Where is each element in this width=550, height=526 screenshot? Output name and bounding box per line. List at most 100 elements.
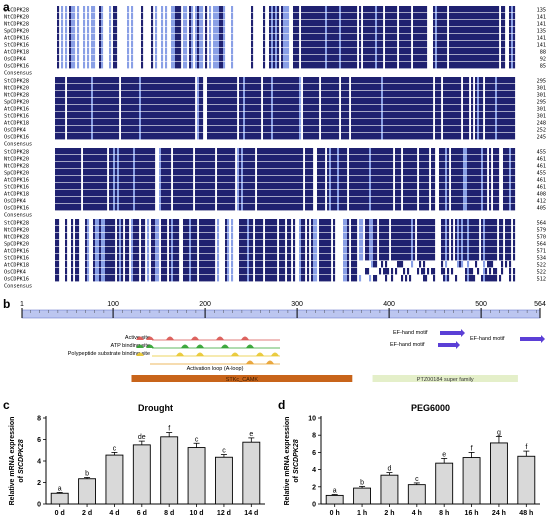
sequence-name: SpCDPK20	[4, 29, 29, 35]
tick-label: 1	[20, 301, 24, 308]
bar	[105, 454, 124, 505]
tick-label: 500	[475, 301, 487, 308]
sequence-name: SpCDPK20	[4, 100, 29, 106]
panel-letter-c: c	[3, 398, 10, 412]
site-marker	[196, 344, 204, 348]
y-tick-label: 10	[308, 416, 316, 423]
significance-letter: f	[471, 445, 473, 452]
sequence-end-position: 245	[537, 135, 546, 141]
y-axis-label-prefix: of	[293, 474, 300, 483]
sequence-end-position: 141	[537, 15, 546, 21]
sequence-name: StCDPK16	[4, 256, 29, 262]
sequence-end-position: 412	[537, 199, 546, 205]
sequence-end-position: 85	[540, 64, 546, 70]
sequence-name: AtCDPK18	[4, 50, 29, 56]
alignment-block: StCDPK28 135 NtCDPK20 141 NtCDPK28 141 SpCDPK2…	[4, 6, 546, 77]
sequence-end-position: 141	[537, 43, 546, 49]
site-marker	[256, 352, 264, 356]
sequence-end-position: 408	[537, 192, 546, 198]
x-tick-label: 1 h	[357, 510, 367, 517]
x-tick-label: 24 h	[492, 510, 506, 517]
bar	[517, 455, 536, 505]
bar	[242, 441, 261, 505]
y-axis-label-gene-name: StCDPK28	[293, 439, 300, 474]
sequence-end-position: 461	[537, 178, 546, 184]
sequence-name: OsCDPK4	[4, 57, 26, 63]
sequence-name: AtCDPK16	[4, 178, 29, 184]
panel-letter-a: a	[3, 0, 10, 14]
y-tick-label: 8	[37, 416, 41, 423]
chart-title: Drought	[138, 403, 173, 413]
panel-letter-b: b	[3, 297, 11, 311]
significance-letter: a	[333, 488, 337, 495]
sequence-name: AtCDPK18	[4, 263, 29, 269]
super-family-label: PTZ00184 super family	[417, 377, 474, 383]
y-axis-label: Relative mRNA expression	[284, 417, 291, 506]
significance-letter: c	[222, 448, 226, 455]
sequence-name: OsCDPK16	[4, 135, 29, 141]
sequence-end-position: 522	[537, 270, 546, 276]
kinase-domain-bar	[131, 375, 353, 382]
sequence-name: AtCDPK16	[4, 107, 29, 113]
sequence-name: AtCDPK18	[4, 192, 29, 198]
sequence-end-position: 579	[537, 228, 546, 234]
sequence-name: NtCDPK28	[4, 22, 29, 28]
site-marker	[136, 336, 144, 340]
significance-letter: c	[113, 445, 117, 452]
sequence-end-position: 455	[537, 150, 546, 156]
sequence-end-position: 461	[537, 157, 546, 163]
super-family-bar	[372, 375, 518, 382]
site-marker	[216, 336, 224, 340]
sequence-name: SpCDPK20	[4, 242, 29, 248]
ef-hand-arrow	[440, 329, 465, 337]
significance-letter: b	[360, 479, 364, 486]
sequence-name: NtCDPK28	[4, 93, 29, 99]
sequence-name: StCDPK28	[4, 79, 29, 85]
significance-letter: de	[138, 434, 146, 441]
sequence-name: OsCDPK16	[4, 206, 29, 212]
x-tick-label: 16 h	[465, 510, 479, 517]
bar	[380, 474, 399, 505]
sequence-name: StCDPK28	[4, 221, 29, 227]
significance-letter: e	[442, 451, 446, 458]
x-tick-label: 48 h	[519, 510, 533, 517]
y-tick-label: 2	[312, 484, 316, 491]
x-tick-label: 8 h	[439, 510, 449, 517]
site-marker	[136, 344, 144, 348]
tick-label: 564	[534, 301, 546, 308]
significance-letter: f	[525, 444, 527, 451]
feature-label: Activation loop (A-loop)	[187, 366, 244, 372]
drought-bar-chart: Drought Relative mRNA expression of StCDPK…	[9, 403, 265, 517]
bar	[325, 494, 344, 505]
consensus-label: Consensus	[4, 71, 32, 77]
site-marker	[146, 344, 154, 348]
sequence-end-position: 301	[537, 86, 546, 92]
sequence-end-position: 141	[537, 22, 546, 28]
significance-letter: c	[415, 476, 419, 483]
bar	[490, 442, 508, 505]
x-tick-label: 2 d	[82, 510, 92, 517]
sequence-end-position: 571	[537, 249, 546, 255]
y-tick-label: 0	[37, 502, 41, 509]
y-axis-label-gene: of StCDPK28	[293, 439, 300, 482]
sequence-end-position: 522	[537, 263, 546, 269]
sequence-end-position: 141	[537, 36, 546, 42]
sequence-end-position: 405	[537, 206, 546, 212]
y-tick-label: 4	[37, 459, 41, 466]
sequence-name: StCDPK16	[4, 43, 29, 49]
x-tick-label: 10 d	[190, 510, 204, 517]
site-marker	[246, 360, 254, 364]
sequence-name: AtCDPK16	[4, 36, 29, 42]
alignment-block: StCDPK28 455 NtCDPK20 461 NtCDPK28 461 SpCDPK2…	[4, 148, 546, 219]
ef-hand-label: EF-hand motif	[470, 336, 505, 342]
site-marker	[266, 360, 274, 364]
ef-hand-arrow	[520, 335, 545, 343]
x-tick-label: 0 h	[330, 510, 340, 517]
sequence-end-position: 455	[537, 171, 546, 177]
site-marker	[146, 336, 154, 340]
site-marker	[181, 344, 189, 348]
sequence-name: AtCDPK18	[4, 121, 29, 127]
sequence-end-position: 570	[537, 235, 546, 241]
site-marker	[136, 352, 144, 356]
sequence-end-position: 88	[540, 50, 546, 56]
